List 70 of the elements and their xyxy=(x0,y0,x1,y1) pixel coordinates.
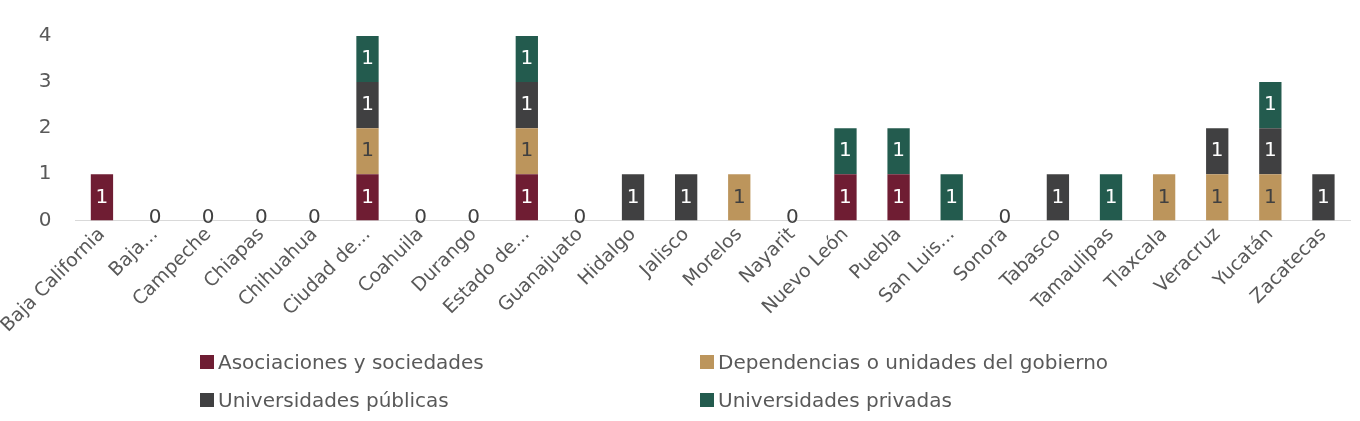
data-label: 1 xyxy=(520,137,534,162)
bar xyxy=(515,174,538,221)
data-label: 1 xyxy=(95,183,109,208)
legend-label: Universidades privadas xyxy=(718,388,952,412)
bar xyxy=(515,82,538,129)
y-tick-label: 1 xyxy=(38,160,52,185)
y-tick-label: 2 xyxy=(38,114,52,139)
data-label: 1 xyxy=(520,45,534,70)
data-label: 0 xyxy=(201,203,215,228)
data-label: 1 xyxy=(1104,183,1118,208)
bar xyxy=(834,128,857,175)
data-label: 1 xyxy=(1317,183,1330,208)
bar xyxy=(887,128,910,175)
data-label: 1 xyxy=(1210,183,1224,208)
data-label: 0 xyxy=(573,203,587,228)
bar xyxy=(887,174,910,221)
bar xyxy=(356,36,379,83)
data-label: 1 xyxy=(679,183,693,208)
y-tick-label: 4 xyxy=(38,22,52,47)
data-label: 1 xyxy=(1263,137,1277,162)
data-label: 0 xyxy=(998,203,1012,228)
data-label: 1 xyxy=(361,137,374,162)
bar xyxy=(515,36,538,83)
data-label: 1 xyxy=(892,137,905,162)
bar xyxy=(1206,174,1229,221)
y-tick-label: 3 xyxy=(38,68,52,93)
data-label: 0 xyxy=(308,203,321,228)
data-label: 0 xyxy=(414,203,427,228)
legend-label: Universidades públicas xyxy=(218,388,449,412)
bar xyxy=(1046,174,1070,221)
data-label: 1 xyxy=(1263,91,1277,116)
data-label: 1 xyxy=(945,183,959,208)
bar xyxy=(621,174,645,221)
data-label: 0 xyxy=(467,203,481,228)
bar xyxy=(515,128,538,175)
data-label: 1 xyxy=(1157,183,1171,208)
bar xyxy=(674,174,698,221)
data-label: 1 xyxy=(839,137,852,162)
bar xyxy=(834,174,857,221)
bar xyxy=(356,82,379,129)
bar xyxy=(1312,174,1335,221)
legend-label: Dependencias o unidades del gobierno xyxy=(718,350,1109,374)
bar xyxy=(1259,82,1282,129)
data-label: 1 xyxy=(520,183,534,208)
data-label: 1 xyxy=(732,183,746,208)
bar xyxy=(356,128,379,175)
data-label: 1 xyxy=(892,183,905,208)
bar xyxy=(1259,128,1282,175)
legend-label: Asociaciones y sociedades xyxy=(218,350,484,374)
data-label: 1 xyxy=(520,91,534,116)
data-label: 1 xyxy=(1210,137,1224,162)
data-label: 1 xyxy=(626,183,640,208)
bar xyxy=(1099,174,1123,221)
bar xyxy=(728,174,751,221)
bar xyxy=(356,174,379,221)
data-label: 1 xyxy=(1263,183,1277,208)
y-tick-label: 0 xyxy=(38,206,52,231)
bar xyxy=(1259,174,1282,221)
data-label: 0 xyxy=(786,203,799,228)
data-label: 0 xyxy=(148,203,162,228)
data-label: 1 xyxy=(361,183,374,208)
bar xyxy=(1206,128,1229,175)
bar xyxy=(1152,174,1176,221)
data-label: 0 xyxy=(254,203,268,228)
data-label: 1 xyxy=(361,91,374,116)
data-label: 1 xyxy=(1051,183,1065,208)
data-label: 1 xyxy=(839,183,852,208)
data-label: 1 xyxy=(361,45,374,70)
bar xyxy=(90,174,114,221)
bar xyxy=(940,174,963,221)
